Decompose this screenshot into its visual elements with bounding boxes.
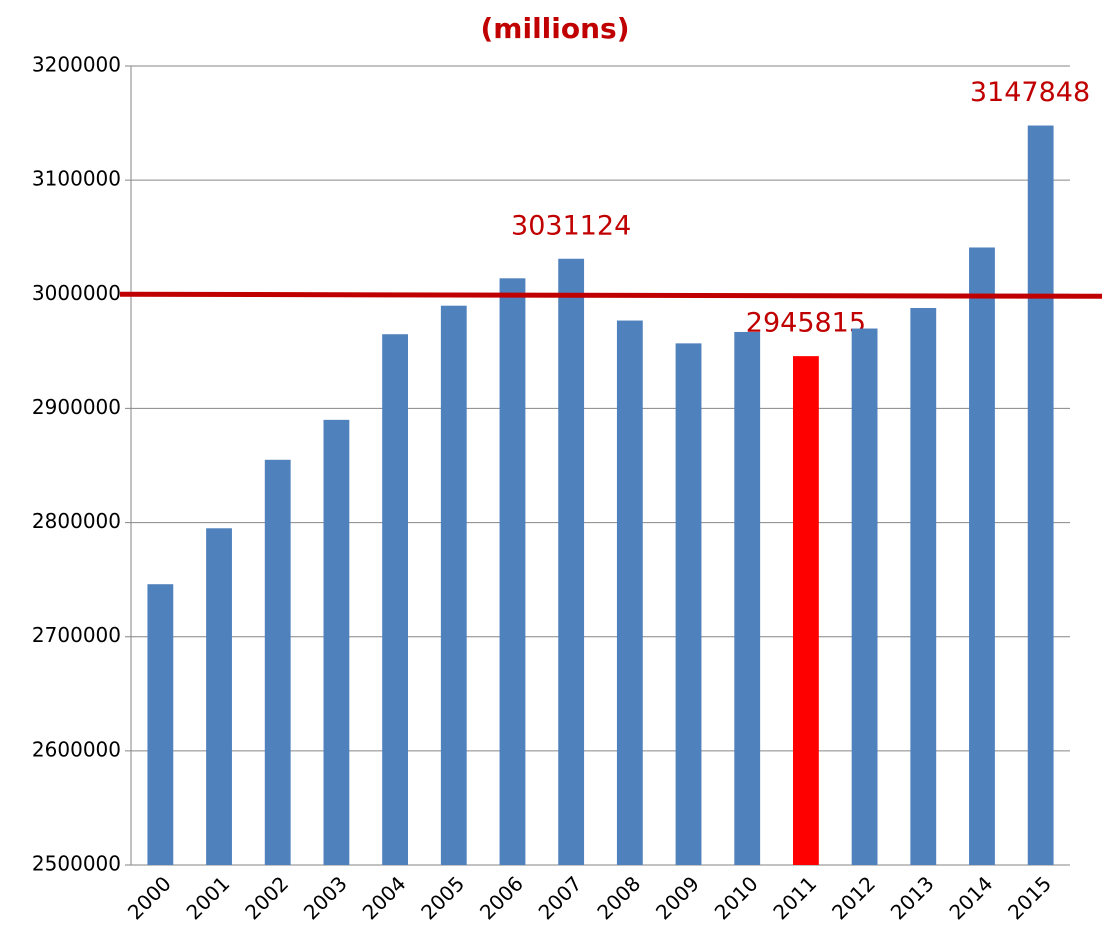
y-tick-label: 3200000 [32, 53, 121, 77]
bar [440, 305, 467, 865]
x-tick-label: 2011 [768, 871, 821, 924]
bar [675, 343, 702, 865]
x-tick-label: 2001 [181, 871, 234, 924]
x-tick-label: 2013 [886, 871, 939, 924]
data-label: 3031124 [511, 210, 631, 241]
x-tick-label: 2003 [299, 871, 352, 924]
bar [910, 307, 937, 865]
x-tick-label: 2002 [240, 871, 293, 924]
x-tick-label: 2014 [944, 871, 997, 924]
bar [558, 258, 585, 865]
x-tick-label: 2009 [651, 871, 704, 924]
y-tick-label: 2700000 [32, 623, 121, 647]
bar [264, 459, 291, 865]
x-tick-label: 2012 [827, 871, 880, 924]
bar [323, 419, 350, 865]
data-label: 2945815 [746, 308, 866, 339]
bar [851, 328, 878, 865]
chart-title: (millions) [481, 12, 630, 45]
x-tick-label: 2006 [475, 871, 528, 924]
x-tick-label: 2005 [416, 871, 469, 924]
bar [382, 334, 409, 865]
x-tick-label: 2000 [123, 871, 176, 924]
bar [969, 247, 995, 866]
bar [206, 528, 232, 865]
y-tick-label: 2900000 [32, 395, 121, 419]
bar [792, 356, 819, 865]
x-tick-label: 2010 [710, 871, 763, 924]
y-tick-label: 3100000 [32, 167, 121, 191]
x-tick-label: 2004 [358, 871, 411, 924]
y-tick-label: 3000000 [32, 281, 121, 305]
x-tick-label: 2007 [534, 871, 587, 924]
bar [734, 331, 761, 865]
bar [499, 278, 526, 865]
y-tick-label: 2800000 [32, 509, 121, 533]
bar [1027, 125, 1054, 866]
data-label: 3147848 [970, 77, 1090, 108]
y-tick-label: 2600000 [32, 737, 121, 761]
x-tick-label: 2015 [1003, 871, 1056, 924]
y-tick-label: 2500000 [32, 852, 121, 876]
bar [616, 320, 643, 865]
x-tick-label: 2008 [592, 871, 645, 924]
reference-line [119, 291, 1103, 299]
bar [147, 584, 174, 865]
